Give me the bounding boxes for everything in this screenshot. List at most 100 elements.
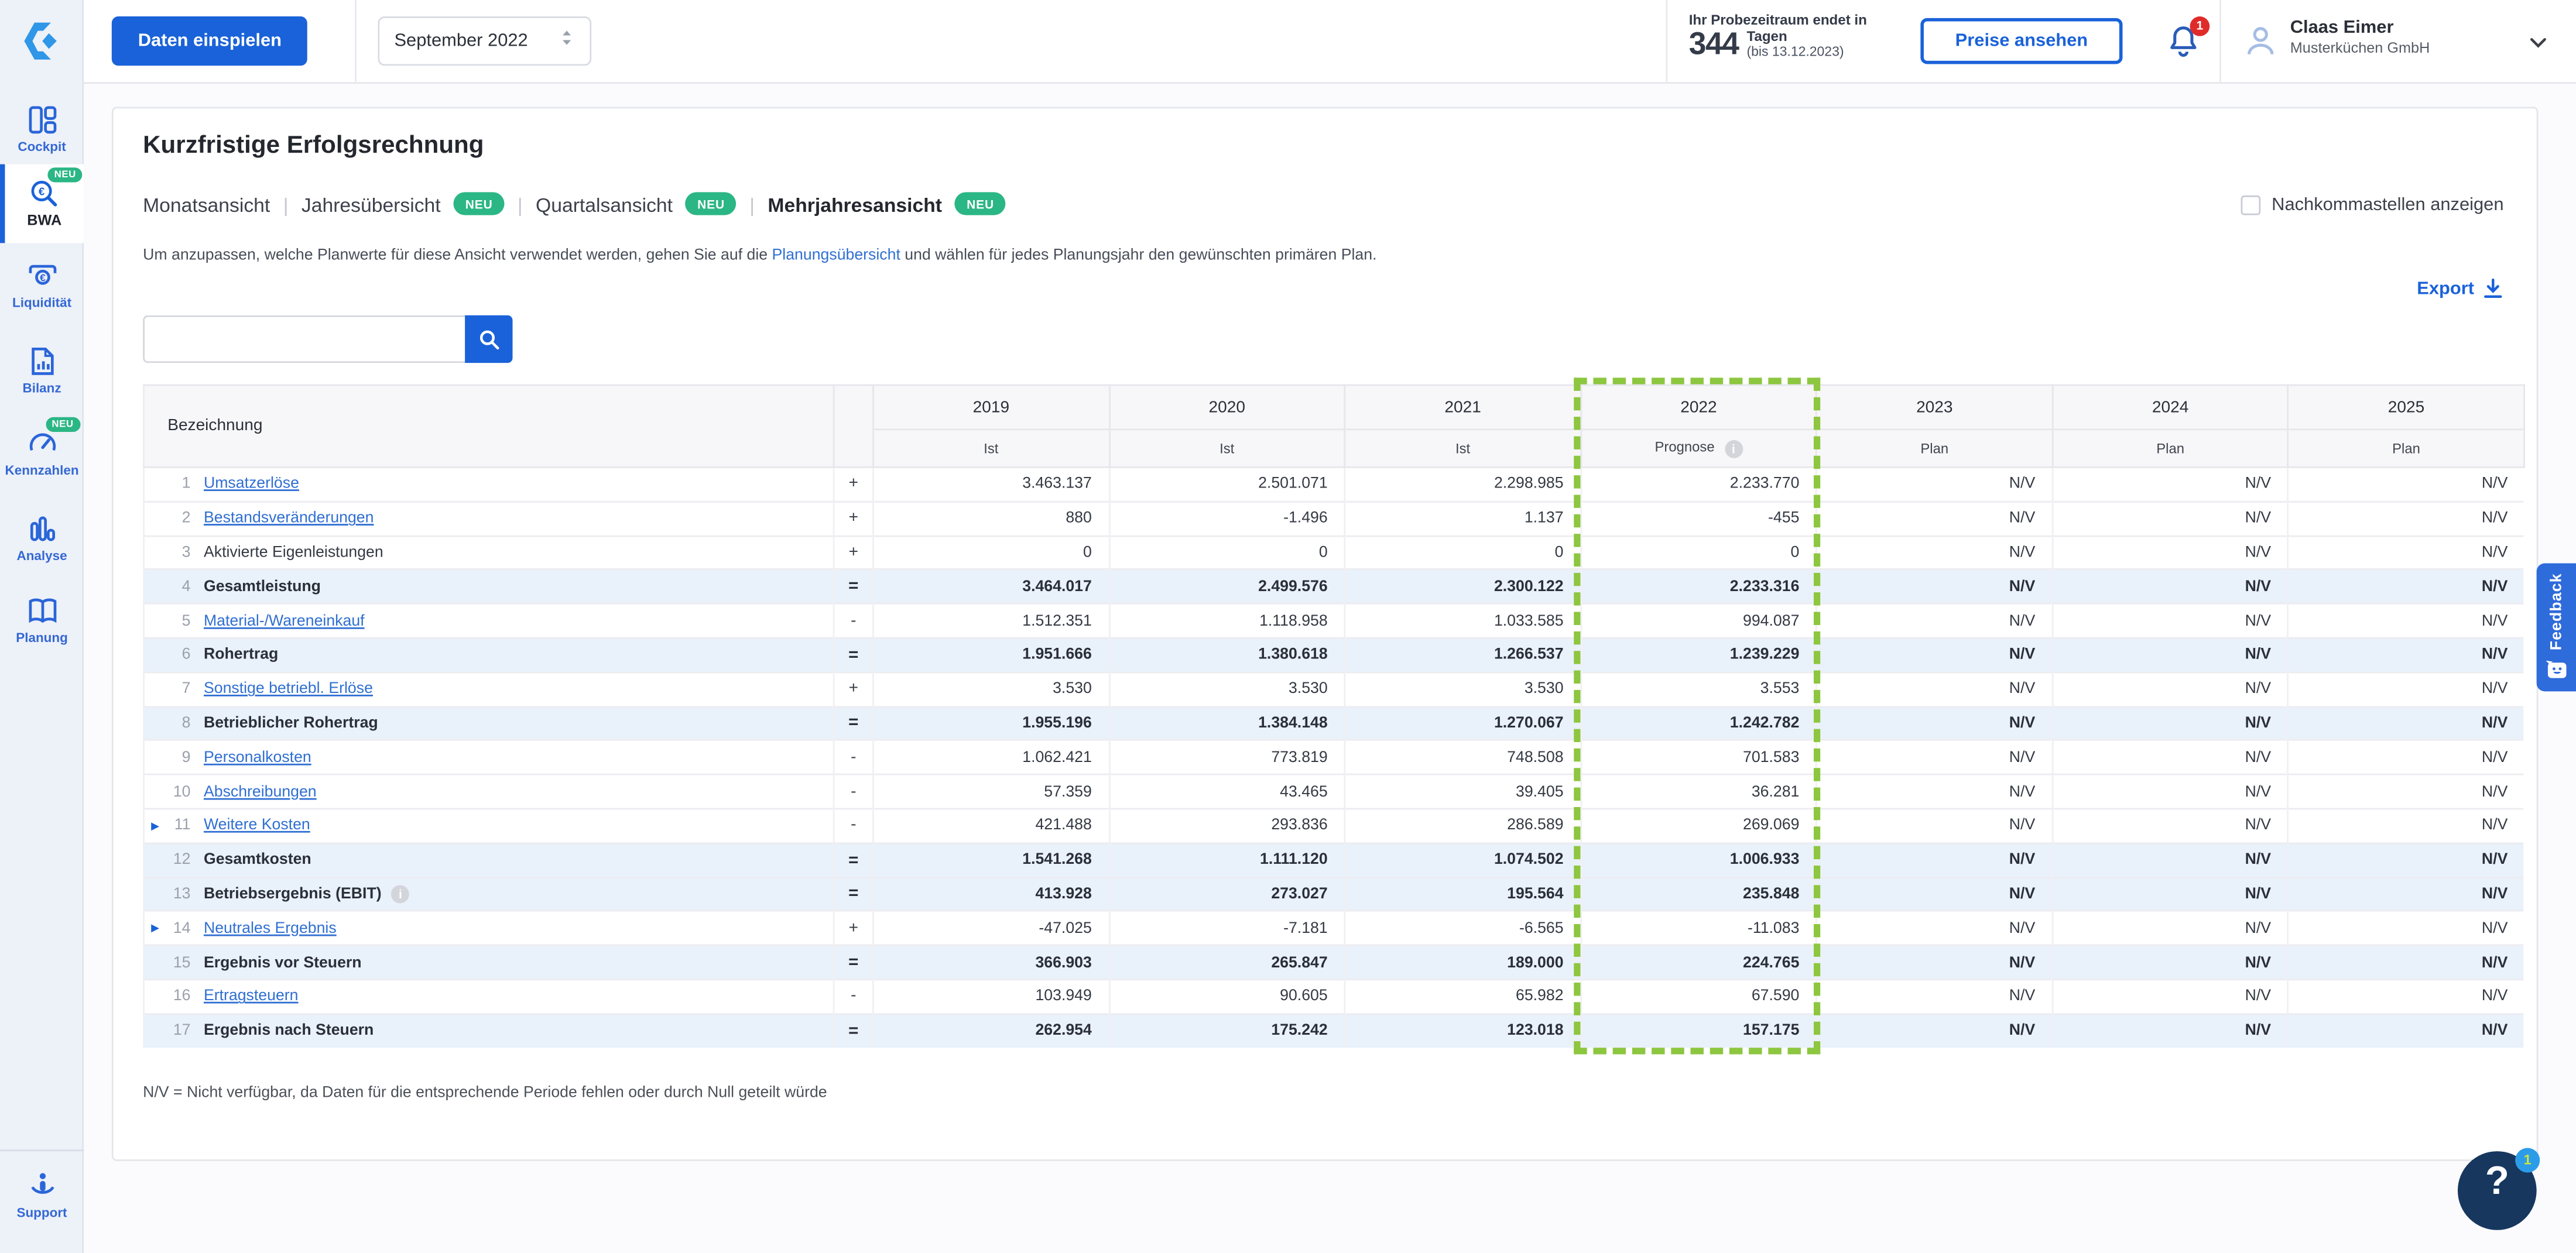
export-link[interactable]: Export — [2417, 277, 2503, 298]
sidebar-item-kennzahlen[interactable]: NEU Kennzahlen — [0, 417, 84, 478]
row-label[interactable]: Bestandsveränderungen — [203, 509, 374, 528]
value-cell: N/V — [2287, 739, 2524, 775]
info-icon[interactable]: i — [1724, 439, 1743, 458]
dashboard-icon — [25, 104, 58, 136]
row-label[interactable]: Umsatzerlöse — [203, 475, 299, 493]
value-cell: N/V — [1815, 534, 2053, 570]
table-search — [143, 315, 513, 363]
value-cell: N/V — [2287, 944, 2524, 980]
value-cell: 413.928 — [872, 876, 1109, 912]
label-column-header: Bezeichnung — [143, 384, 835, 468]
sidebar-item-planung[interactable]: Planung — [0, 595, 84, 646]
row-label[interactable]: Material-/Wareneinkauf — [203, 612, 365, 630]
table-row: 17 Ergebnis nach Steuern = 262.954 175.242 12… — [143, 1012, 2524, 1048]
svg-text:€: € — [39, 185, 45, 197]
label-cell: ▶ 14 Neutrales Ergebnis — [143, 910, 834, 946]
sidebar-item-label: Analyse — [16, 548, 67, 564]
row-label[interactable]: Sonstige betriebl. Erlöse — [203, 680, 373, 699]
value-cell: N/V — [2051, 808, 2289, 843]
value-cell: N/V — [1815, 774, 2053, 809]
value-cell: 773.819 — [1108, 739, 1345, 775]
row-label[interactable]: Neutrales Ergebnis — [203, 919, 337, 938]
row-label[interactable]: Weitere Kosten — [203, 816, 310, 835]
row-label[interactable]: Personalkosten — [203, 748, 311, 767]
search-button[interactable] — [465, 315, 513, 363]
view-prices-button[interactable]: Preise ansehen — [1920, 18, 2123, 64]
row-label: Gesamtleistung — [203, 578, 321, 596]
label-cell: 9 Personalkosten — [143, 739, 834, 775]
value-cell: N/V — [2051, 739, 2289, 775]
trial-days: 344 — [1688, 28, 1739, 63]
sidebar-item-label: Liquidität — [12, 296, 72, 311]
neu-badge: NEU — [955, 192, 1006, 215]
sidebar-item-liquiditaet[interactable]: € Liquidität — [0, 259, 84, 310]
sidebar-item-analyse[interactable]: Analyse — [0, 513, 84, 564]
value-cell: 1.955.196 — [872, 705, 1109, 741]
main-card: Kurzfristige Erfolgsrechnung Monatsansic… — [111, 107, 2539, 1161]
expand-arrow-icon[interactable]: ▶ — [151, 923, 160, 935]
row-label: Rohertrag — [203, 646, 279, 664]
sidebar-item-bwa[interactable]: € NEU BWA — [0, 164, 84, 243]
topbar-divider — [355, 0, 357, 84]
operator-cell: - — [833, 739, 873, 775]
value-cell: N/V — [1815, 739, 2053, 775]
value-cell: 2.233.770 — [1580, 466, 1817, 502]
user-menu[interactable]: Claas Eimer Musterküchen GmbH — [2290, 16, 2430, 57]
value-cell: 39.405 — [1344, 774, 1581, 809]
sidebar-item-bilanz[interactable]: Bilanz — [0, 345, 84, 396]
brand-logo-icon — [17, 16, 66, 66]
info-icon[interactable]: i — [391, 885, 410, 904]
operator-cell: + — [833, 534, 873, 570]
tab-quartalsansicht[interactable]: Quartalsansicht — [536, 194, 673, 217]
tab-mehrjahresansicht[interactable]: Mehrjahresansicht — [768, 194, 943, 217]
support-info-icon — [25, 1169, 58, 1202]
value-cell: 123.018 — [1344, 1012, 1581, 1048]
decimals-label[interactable]: Nachkommastellen anzeigen — [2272, 195, 2504, 215]
tab-separator: | — [517, 194, 523, 217]
value-cell: N/V — [2287, 910, 2524, 946]
tab-monatsansicht[interactable]: Monatsansicht — [143, 194, 270, 217]
value-cell: 2.300.122 — [1344, 569, 1581, 604]
value-cell: -455 — [1580, 500, 1817, 536]
value-cell: 224.765 — [1580, 944, 1817, 980]
period-select[interactable]: September 2022 — [378, 16, 592, 66]
search-input[interactable] — [143, 315, 465, 363]
value-cell: 43.465 — [1108, 774, 1345, 809]
tab-jahresuebersicht[interactable]: Jahresübersicht — [301, 194, 441, 217]
notifications-button[interactable]: 1 — [2164, 16, 2210, 64]
label-cell: 3 Aktivierte Eigenleistungen — [143, 534, 834, 570]
expand-arrow-icon[interactable]: ▶ — [151, 821, 160, 833]
value-cell: 3.530 — [1344, 671, 1581, 706]
table-row: ▶ 14 Neutrales Ergebnis + -47.025 -7.181 -6.56… — [143, 910, 2524, 946]
row-label: Betriebsergebnis (EBIT) — [203, 885, 382, 904]
operator-cell: = — [833, 944, 873, 980]
label-cell: 17 Ergebnis nach Steuern — [143, 1012, 834, 1048]
feedback-tab[interactable]: Feedback — [2536, 563, 2576, 692]
table-header-years: Bezeichnung 2019 2020 2021 2022 2023 2024 2025 — [143, 384, 2525, 468]
type-label: Plan — [1920, 440, 1949, 457]
topbar-divider — [1666, 0, 1668, 84]
value-cell: 421.488 — [872, 808, 1109, 843]
value-cell: 286.589 — [1344, 808, 1581, 843]
sidebar-item-support[interactable]: Support — [0, 1169, 84, 1220]
value-cell: N/V — [2287, 534, 2524, 570]
app-logo[interactable] — [0, 16, 84, 72]
planungsuebersicht-link[interactable]: Planungsübersicht — [772, 246, 900, 265]
row-label: Gesamtkosten — [203, 851, 311, 869]
table-row: ▶ 11 Weitere Kosten -421.488 293.836 286.589 2… — [143, 808, 2524, 843]
value-cell: N/V — [2287, 671, 2524, 706]
row-number: 11 — [174, 816, 191, 835]
value-cell: N/V — [1815, 637, 2053, 672]
value-cell: 2.298.985 — [1344, 466, 1581, 502]
label-cell: 5 Material-/Wareneinkauf — [143, 603, 834, 638]
chevron-down-icon[interactable] — [2525, 30, 2551, 56]
import-data-button[interactable]: Daten einspielen — [111, 16, 308, 66]
help-button[interactable]: ? 1 — [2457, 1148, 2540, 1230]
value-cell: 2.499.576 — [1108, 569, 1345, 604]
trial-until: (bis 13.12.2023) — [1746, 44, 1844, 60]
row-label[interactable]: Abschreibungen — [203, 782, 317, 801]
decimals-checkbox[interactable] — [2240, 195, 2260, 215]
operator-cell: - — [833, 603, 873, 638]
sidebar-item-cockpit[interactable]: Cockpit — [0, 104, 84, 155]
row-label[interactable]: Ertragsteuern — [203, 987, 299, 1006]
